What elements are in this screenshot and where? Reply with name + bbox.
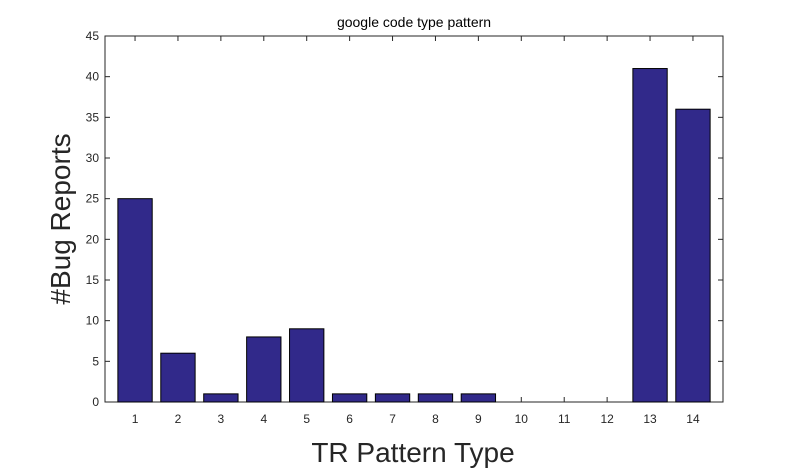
x-tick-label: 9 <box>475 412 482 426</box>
chart-title: google code type pattern <box>337 14 491 30</box>
x-tick-label: 13 <box>643 412 657 426</box>
x-tick-label: 1 <box>132 412 139 426</box>
plot-area <box>104 35 724 403</box>
y-tick-label: 45 <box>86 29 100 43</box>
bar-4 <box>246 336 282 403</box>
y-axis-label: #Bug Reports <box>45 133 76 304</box>
y-tick-label: 0 <box>92 395 99 409</box>
bar-3 <box>203 393 239 403</box>
y-tick-label: 10 <box>86 314 100 328</box>
x-axis-label: TR Pattern Type <box>311 437 514 468</box>
y-axis-ticks: 0 5 10 15 20 25 30 35 40 45 <box>86 29 723 409</box>
x-tick-label: 3 <box>218 412 225 426</box>
bar-13 <box>632 68 668 403</box>
y-tick-label: 5 <box>92 354 99 368</box>
x-tick-label: 5 <box>303 412 310 426</box>
bar-9 <box>460 393 497 403</box>
y-tick-label: 35 <box>86 110 100 124</box>
y-tick-label: 30 <box>86 151 100 165</box>
x-tick-label: 10 <box>515 412 529 426</box>
x-tick-label: 7 <box>389 412 396 426</box>
y-tick-label: 20 <box>86 232 100 246</box>
x-tick-label: 2 <box>175 412 182 426</box>
x-tick-label: 11 <box>558 412 571 426</box>
y-tick-label: 40 <box>86 70 100 84</box>
bar-14 <box>675 108 711 403</box>
bars-group <box>117 68 711 403</box>
y-tick-label: 15 <box>86 273 100 287</box>
bar-7 <box>374 393 411 403</box>
bar-8 <box>417 393 454 403</box>
x-tick-label: 8 <box>432 412 439 426</box>
bar-6 <box>331 393 368 403</box>
x-tick-label: 6 <box>346 412 353 426</box>
x-tick-label: 12 <box>600 412 614 426</box>
x-tick-label: 4 <box>260 412 267 426</box>
y-tick-label: 25 <box>86 192 100 206</box>
x-tick-label: 14 <box>686 412 700 426</box>
bar-1 <box>117 198 153 403</box>
bar-2 <box>160 352 196 403</box>
bar-5 <box>289 328 325 403</box>
